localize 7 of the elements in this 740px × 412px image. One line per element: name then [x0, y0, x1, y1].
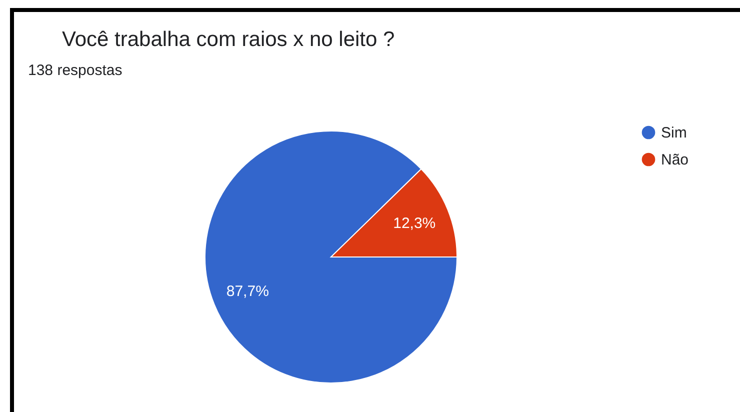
text: 138 respostas: [28, 62, 122, 79]
legend-label: Sim: [661, 124, 687, 142]
chart-title: Você trabalha com raios x no leito ?: [62, 28, 395, 52]
legend-label: Não: [661, 152, 689, 168]
data-label: 12,3%: [393, 215, 436, 232]
pie-slice: [204, 130, 458, 384]
data-label: 87,7%: [226, 282, 269, 300]
